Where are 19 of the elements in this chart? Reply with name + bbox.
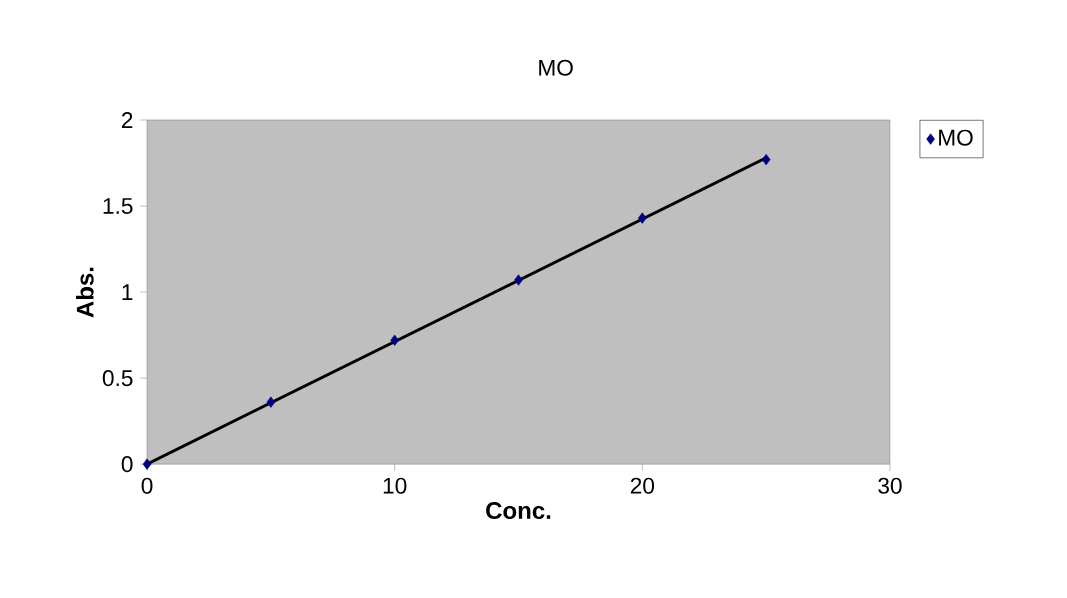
point bbox=[266, 396, 276, 408]
point bbox=[638, 212, 647, 224]
y-tick-label: 2 bbox=[121, 112, 133, 128]
x-tick-label: 20 bbox=[630, 477, 655, 494]
point bbox=[390, 334, 399, 346]
y-tick-label: 1.5 bbox=[103, 198, 133, 214]
x-axis-title: Conc. bbox=[486, 501, 551, 519]
y-axis-title: Abs. bbox=[76, 267, 94, 318]
y-tick-label: 0 bbox=[121, 456, 133, 473]
y-tick-label: 1 bbox=[122, 284, 133, 300]
point bbox=[761, 153, 771, 166]
legend-label: MO bbox=[939, 129, 973, 146]
chart-title: MO bbox=[539, 59, 573, 76]
x-tick-label: 30 bbox=[878, 477, 902, 494]
point bbox=[142, 458, 152, 470]
point bbox=[514, 274, 523, 286]
y-tick-label: 0.5 bbox=[102, 370, 133, 387]
x-tick-label: 10 bbox=[383, 477, 407, 494]
x-tick-label: 0 bbox=[141, 477, 153, 494]
